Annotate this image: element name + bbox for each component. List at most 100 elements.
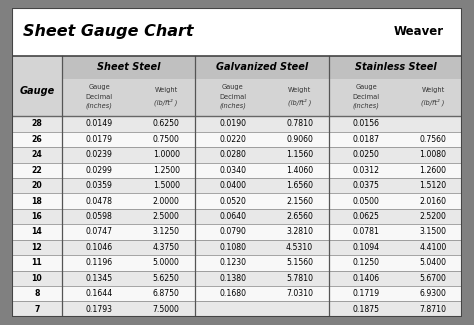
Text: Stainless Steel: Stainless Steel — [355, 62, 436, 72]
Text: Weight: Weight — [155, 87, 178, 93]
Text: (lb/ft² ): (lb/ft² ) — [288, 99, 311, 106]
Text: 1.6560: 1.6560 — [286, 181, 313, 190]
Text: 2.5200: 2.5200 — [419, 212, 447, 221]
Text: 1.4060: 1.4060 — [286, 166, 313, 175]
Bar — [195, 56, 329, 79]
Text: 0.1680: 0.1680 — [219, 289, 246, 298]
Text: 0.0220: 0.0220 — [219, 135, 246, 144]
Bar — [62, 56, 195, 79]
Text: 0.0781: 0.0781 — [353, 227, 380, 237]
Text: Sheet Gauge Chart: Sheet Gauge Chart — [23, 24, 193, 39]
Bar — [12, 178, 462, 193]
Text: 4.5310: 4.5310 — [286, 243, 313, 252]
Text: Weaver: Weaver — [394, 25, 444, 38]
Bar — [12, 193, 462, 209]
Text: 1.2600: 1.2600 — [419, 166, 447, 175]
Text: 16: 16 — [31, 212, 42, 221]
Text: 0.1875: 0.1875 — [353, 305, 380, 314]
Text: 0.1719: 0.1719 — [353, 289, 380, 298]
Text: 26: 26 — [31, 135, 42, 144]
Text: 4.3750: 4.3750 — [153, 243, 180, 252]
Text: Gauge: Gauge — [222, 84, 244, 90]
Text: 2.0160: 2.0160 — [419, 197, 447, 206]
Text: 7: 7 — [34, 305, 39, 314]
Text: 0.7560: 0.7560 — [419, 135, 447, 144]
Text: 1.0080: 1.0080 — [419, 150, 447, 159]
Text: 0.0299: 0.0299 — [86, 166, 113, 175]
Text: 2.0000: 2.0000 — [153, 197, 180, 206]
Text: 22: 22 — [31, 166, 42, 175]
Text: Gauge: Gauge — [89, 84, 110, 90]
Text: 3.1500: 3.1500 — [419, 227, 447, 237]
Text: 28: 28 — [31, 119, 42, 128]
Text: (inches): (inches) — [219, 103, 246, 109]
Text: (inches): (inches) — [353, 103, 380, 109]
Text: 0.1406: 0.1406 — [353, 274, 380, 283]
Text: 3.1250: 3.1250 — [153, 227, 180, 237]
Text: 2.6560: 2.6560 — [286, 212, 313, 221]
Bar — [12, 147, 462, 162]
Text: 7.0310: 7.0310 — [286, 289, 313, 298]
Text: 5.7810: 5.7810 — [286, 274, 313, 283]
Text: 0.7500: 0.7500 — [153, 135, 180, 144]
Text: 14: 14 — [31, 227, 42, 237]
Text: 1.5120: 1.5120 — [419, 181, 447, 190]
Text: 0.0156: 0.0156 — [353, 119, 380, 128]
Text: 0.7810: 0.7810 — [286, 119, 313, 128]
Text: 0.1230: 0.1230 — [219, 258, 246, 267]
Text: 0.1250: 0.1250 — [353, 258, 380, 267]
Text: Weight: Weight — [288, 87, 311, 93]
Text: Decimal: Decimal — [219, 94, 246, 99]
Text: Gauge: Gauge — [356, 84, 377, 90]
Text: 4.4100: 4.4100 — [419, 243, 447, 252]
Text: 2.1560: 2.1560 — [286, 197, 313, 206]
Text: Galvanized Steel: Galvanized Steel — [216, 62, 308, 72]
Text: 6.8750: 6.8750 — [153, 289, 180, 298]
Text: 0.1793: 0.1793 — [86, 305, 113, 314]
Text: 0.0598: 0.0598 — [86, 212, 113, 221]
Text: 5.6250: 5.6250 — [153, 274, 180, 283]
Text: (lb/ft² ): (lb/ft² ) — [421, 99, 445, 106]
Text: 1.2500: 1.2500 — [153, 166, 180, 175]
Text: 0.0187: 0.0187 — [353, 135, 380, 144]
Text: 0.0747: 0.0747 — [86, 227, 113, 237]
Text: 0.0312: 0.0312 — [353, 166, 380, 175]
Text: 0.0640: 0.0640 — [219, 212, 246, 221]
Bar — [12, 286, 462, 302]
Text: Decimal: Decimal — [86, 94, 113, 99]
Text: 18: 18 — [31, 197, 42, 206]
Bar — [12, 302, 462, 317]
Bar — [12, 56, 462, 116]
Text: 11: 11 — [31, 258, 42, 267]
Bar — [12, 255, 462, 270]
Text: 1.5000: 1.5000 — [153, 181, 180, 190]
Bar — [12, 162, 462, 178]
Text: 0.0400: 0.0400 — [219, 181, 246, 190]
Text: 0.1644: 0.1644 — [86, 289, 113, 298]
Bar — [12, 132, 462, 147]
Text: 1.1560: 1.1560 — [286, 150, 313, 159]
Text: 0.0790: 0.0790 — [219, 227, 246, 237]
Text: 0.0340: 0.0340 — [219, 166, 246, 175]
Bar — [12, 116, 462, 132]
Bar — [12, 224, 462, 240]
Text: 0.1196: 0.1196 — [86, 258, 113, 267]
Text: 0.0375: 0.0375 — [353, 181, 380, 190]
Bar — [12, 8, 462, 56]
Text: 5.0000: 5.0000 — [153, 258, 180, 267]
Text: 5.1560: 5.1560 — [286, 258, 313, 267]
Text: 1.0000: 1.0000 — [153, 150, 180, 159]
Text: 6.9300: 6.9300 — [419, 289, 447, 298]
Bar — [12, 209, 462, 224]
Text: 0.0179: 0.0179 — [86, 135, 113, 144]
Text: 0.0625: 0.0625 — [353, 212, 380, 221]
Text: Gauge: Gauge — [19, 86, 55, 96]
Text: 2.5000: 2.5000 — [153, 212, 180, 221]
Text: 5.6700: 5.6700 — [419, 274, 447, 283]
Text: 0.1380: 0.1380 — [219, 274, 246, 283]
Bar — [329, 56, 462, 79]
Text: 0.1345: 0.1345 — [86, 274, 113, 283]
Text: 0.1080: 0.1080 — [219, 243, 246, 252]
Text: 20: 20 — [31, 181, 42, 190]
Text: 0.6250: 0.6250 — [153, 119, 180, 128]
